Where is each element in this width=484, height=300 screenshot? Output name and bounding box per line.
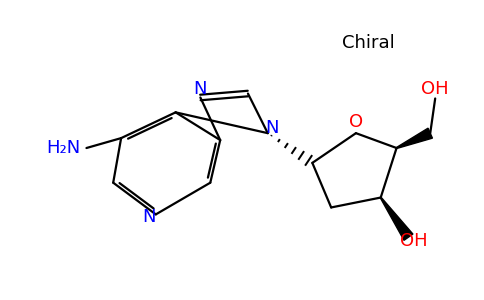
Text: H₂N: H₂N xyxy=(46,139,81,157)
Text: N: N xyxy=(142,208,156,226)
Polygon shape xyxy=(380,197,413,240)
Text: N: N xyxy=(265,119,278,137)
Text: OH: OH xyxy=(400,232,427,250)
Text: O: O xyxy=(349,113,363,131)
Text: Chiral: Chiral xyxy=(343,34,395,52)
Text: N: N xyxy=(194,80,207,98)
Text: OH: OH xyxy=(422,80,449,98)
Polygon shape xyxy=(396,128,432,148)
